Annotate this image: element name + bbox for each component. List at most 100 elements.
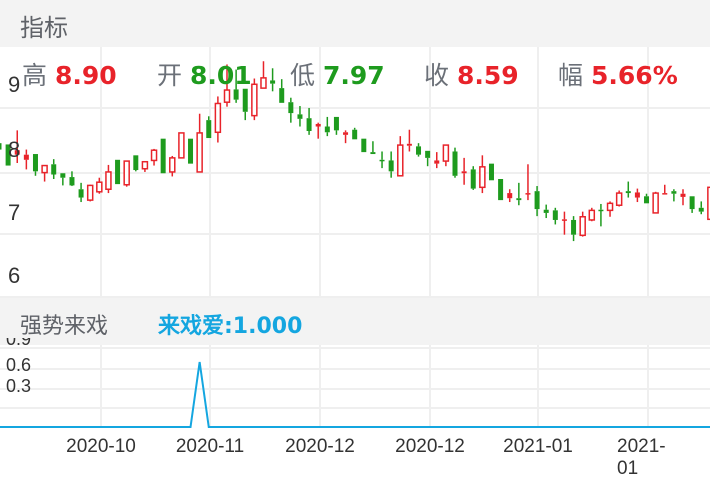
stat-high: 高 8.90 xyxy=(22,61,117,90)
candle-body xyxy=(196,132,203,173)
candle xyxy=(150,148,158,166)
candle-body xyxy=(662,193,668,195)
candlestick-chart[interactable] xyxy=(0,47,710,298)
candle-body xyxy=(223,89,231,103)
candle-body xyxy=(470,169,476,189)
candle xyxy=(680,189,686,206)
candle-body xyxy=(141,160,149,170)
candle xyxy=(14,130,20,163)
candle xyxy=(434,152,440,169)
candle-body xyxy=(270,80,276,84)
candle xyxy=(196,113,203,173)
indicator-line xyxy=(0,361,710,428)
y-tick-label: 6 xyxy=(8,263,21,288)
candle xyxy=(96,177,103,194)
candle-body xyxy=(123,160,130,186)
candle-body xyxy=(397,144,404,177)
candle-body xyxy=(343,132,349,135)
candle xyxy=(279,79,285,103)
candle-body xyxy=(178,132,185,159)
candle-body xyxy=(279,88,285,103)
candle xyxy=(251,78,258,121)
candle-body xyxy=(579,216,586,237)
candle xyxy=(507,189,513,203)
y-tick-label: 9 xyxy=(8,72,21,97)
candle xyxy=(51,159,57,179)
candle-body xyxy=(634,192,640,198)
candle-body xyxy=(352,129,358,140)
candle-body xyxy=(588,209,596,221)
candle xyxy=(425,150,431,167)
sub-indicator-title[interactable]: 强势来戏 xyxy=(20,314,109,339)
candle xyxy=(315,122,321,139)
candle xyxy=(206,116,212,139)
candle-body xyxy=(251,83,258,117)
stat-open: 开 8.01 xyxy=(157,61,252,90)
candle xyxy=(579,211,586,237)
candle-body xyxy=(452,151,458,176)
candle-body xyxy=(233,89,239,100)
candle-body xyxy=(306,118,312,131)
stat-low: 低 7.97 xyxy=(290,61,385,90)
candle xyxy=(606,201,614,217)
candle xyxy=(625,181,631,198)
candle-body xyxy=(260,77,267,89)
candle xyxy=(534,186,540,217)
candle-body xyxy=(297,114,303,119)
candle-body xyxy=(698,207,704,212)
candle-body xyxy=(644,196,650,204)
candle xyxy=(288,97,294,123)
candle-body xyxy=(288,102,294,114)
candle xyxy=(488,163,494,181)
candle-body xyxy=(160,138,166,174)
candle xyxy=(343,130,349,144)
candle xyxy=(370,141,376,155)
candle xyxy=(41,164,48,182)
candle-body xyxy=(680,193,686,197)
candle xyxy=(598,203,604,227)
candle-body xyxy=(370,152,376,155)
candle xyxy=(452,147,458,178)
candle xyxy=(69,171,75,187)
candle xyxy=(5,144,11,166)
candle-body xyxy=(133,155,139,171)
candle-body xyxy=(598,209,604,212)
stat-change: 幅 5.66% xyxy=(558,61,678,90)
candle xyxy=(0,143,2,150)
sub-indicator-value: 来戏爱:1.000 xyxy=(158,314,303,339)
candle xyxy=(123,160,130,187)
candle xyxy=(498,179,504,201)
x-tick-label: 2021-01 xyxy=(617,436,666,479)
candle-body xyxy=(388,160,394,172)
candle xyxy=(552,207,558,225)
candle-body xyxy=(652,192,659,214)
candle-body xyxy=(689,196,695,210)
candle-body xyxy=(361,138,367,153)
candle-body xyxy=(461,171,467,174)
candle xyxy=(479,155,486,194)
candle-body xyxy=(671,191,677,194)
candle-body xyxy=(41,164,48,174)
candle-body xyxy=(442,144,450,162)
candle-body xyxy=(214,102,222,134)
indicator-line-chart[interactable] xyxy=(0,345,710,435)
x-tick-label: 2020-11 xyxy=(175,436,245,457)
candle-body xyxy=(543,209,549,213)
candle xyxy=(470,166,476,190)
candle xyxy=(105,164,112,194)
candle xyxy=(233,69,239,103)
candle xyxy=(406,129,412,152)
candle-body xyxy=(78,189,84,198)
candle-body xyxy=(571,219,577,235)
candle xyxy=(32,154,38,176)
candle-body xyxy=(315,123,321,127)
candle xyxy=(388,151,394,178)
y-tick-label: 8 xyxy=(8,137,21,162)
candle xyxy=(397,136,404,177)
candle-body xyxy=(51,164,57,175)
x-tick-label: 2021-01 xyxy=(503,436,573,457)
candle xyxy=(297,106,303,127)
stat-close: 收 8.59 xyxy=(424,61,519,90)
indicator-header-bar: 指标 xyxy=(0,0,710,47)
candle xyxy=(588,207,596,222)
